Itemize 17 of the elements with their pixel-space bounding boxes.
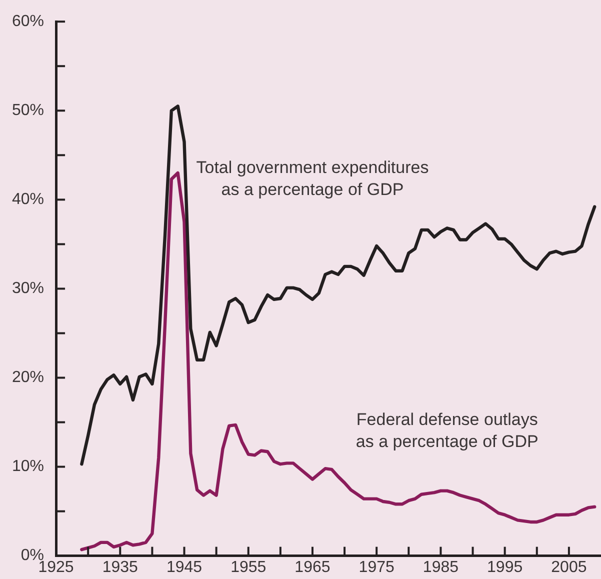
y-tick-label: 30% xyxy=(12,280,44,298)
x-tick-label: 1945 xyxy=(166,558,202,576)
y-tick-label: 40% xyxy=(12,191,44,208)
y-tick-label: 50% xyxy=(12,102,44,120)
x-tick-label: 1985 xyxy=(422,558,459,576)
x-tick-label: 1955 xyxy=(230,558,266,576)
x-tick-label: 1925 xyxy=(38,558,74,576)
x-tick-label: 1965 xyxy=(294,558,330,576)
y-tick-label: 60% xyxy=(12,13,44,30)
series-label: Total government expenditures as a percentage of GDP xyxy=(196,158,429,200)
x-tick-label: 1995 xyxy=(487,558,523,576)
series-label: Federal defense outlays as a percentage of GDP xyxy=(356,410,538,452)
x-tick-label: 2005 xyxy=(551,558,587,576)
x-tick-label: 1935 xyxy=(102,558,138,576)
x-tick-label: 1975 xyxy=(358,558,394,576)
y-tick-label: 20% xyxy=(12,369,44,386)
y-tick-label: 10% xyxy=(12,458,44,476)
